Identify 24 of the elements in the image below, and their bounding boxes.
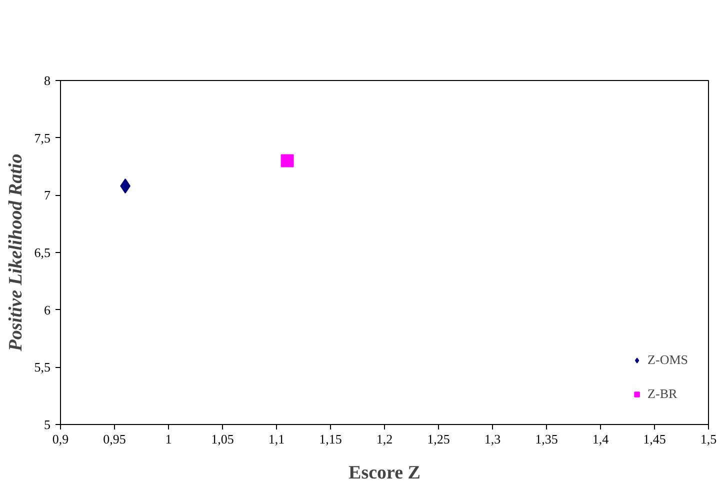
y-axis-title: Positive Likelihood Ratio <box>5 154 26 352</box>
legend-label: Z-OMS <box>648 352 688 368</box>
x-tick-label: 1,3 <box>484 432 501 446</box>
x-axis-title: Escore Z <box>348 462 420 484</box>
x-tick-label: 1,25 <box>427 432 450 446</box>
x-tick-label: 1,1 <box>268 432 285 446</box>
legend-label: Z-BR <box>648 386 678 402</box>
x-tick-label: 1,45 <box>643 432 666 446</box>
x-tick-label: 1,5 <box>700 432 717 446</box>
x-tick-label: 1,35 <box>535 432 558 446</box>
y-tick-label: 7,5 <box>34 130 50 146</box>
x-tick-label: 1 <box>165 432 172 446</box>
x-tick-label: 0,9 <box>52 432 69 446</box>
y-tick-label: 5 <box>44 417 50 432</box>
y-tick-label: 5,5 <box>34 360 50 375</box>
x-tick-label: 1,4 <box>592 432 610 446</box>
y-tick-label: 7 <box>44 188 51 203</box>
x-tick-label: 1,15 <box>319 432 342 446</box>
y-tick-label: 6 <box>44 302 51 318</box>
x-tick-label: 0,95 <box>103 432 126 446</box>
x-tick-label: 1,2 <box>376 432 393 446</box>
y-tick-label: 6,5 <box>34 245 50 260</box>
x-tick-label: 1,05 <box>211 432 234 446</box>
y-tick-label: 8 <box>44 73 50 88</box>
